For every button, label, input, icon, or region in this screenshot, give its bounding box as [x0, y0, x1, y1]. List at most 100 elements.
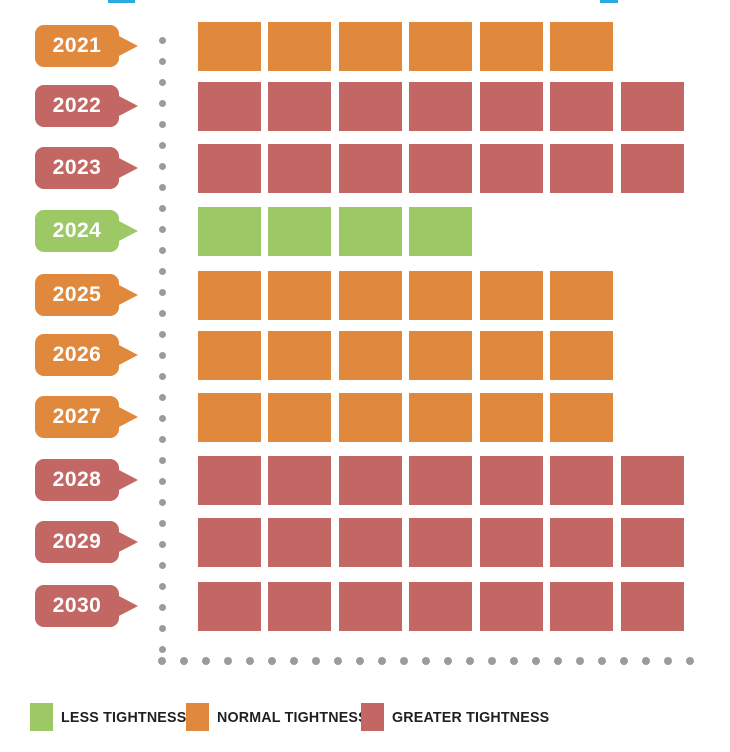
- tightness-block-2027-2: [268, 393, 331, 442]
- tightness-block-2027-6: [550, 393, 613, 442]
- tightness-block-2030-1: [198, 582, 261, 631]
- tag-arrow-icon: [117, 595, 138, 617]
- axis-dot: [158, 456, 166, 464]
- legend-swatch-normal: [186, 703, 209, 731]
- axis-dot: [598, 657, 606, 665]
- axis-dot: [158, 246, 166, 254]
- tightness-block-2026-4: [409, 331, 472, 380]
- axis-dot: [356, 657, 364, 665]
- axis-dot: [158, 582, 166, 590]
- tightness-block-2022-3: [339, 82, 402, 131]
- tightness-block-2026-5: [480, 331, 543, 380]
- tightness-block-2027-5: [480, 393, 543, 442]
- axis-dot: [158, 645, 166, 653]
- tightness-block-2024-2: [268, 207, 331, 256]
- year-label: 2028: [52, 468, 102, 491]
- year-label: 2030: [52, 594, 102, 617]
- legend-item-greater-tightness: GREATER TIGHTNESS: [361, 703, 558, 731]
- tag-arrow-icon: [117, 344, 138, 366]
- axis-dot: [158, 414, 166, 422]
- year-tag-2030: 2030: [35, 585, 138, 627]
- axis-dot: [532, 657, 540, 665]
- year-label: 2026: [52, 343, 102, 366]
- tightness-block-2022-4: [409, 82, 472, 131]
- tightness-block-2021-4: [409, 22, 472, 71]
- tightness-block-2028-6: [550, 456, 613, 505]
- tightness-block-2023-6: [550, 144, 613, 193]
- tightness-block-2030-3: [339, 582, 402, 631]
- axis-dot: [158, 267, 166, 275]
- year-tag-2027: 2027: [35, 396, 138, 438]
- axis-dot: [400, 657, 408, 665]
- axis-dot: [158, 435, 166, 443]
- axis-dot: [158, 330, 166, 338]
- axis-dot: [422, 657, 430, 665]
- axis-dot: [444, 657, 452, 665]
- axis-dot: [642, 657, 650, 665]
- tightness-block-2027-1: [198, 393, 261, 442]
- tightness-block-2030-2: [268, 582, 331, 631]
- axis-dot: [158, 36, 166, 44]
- tightness-block-2028-4: [409, 456, 472, 505]
- tightness-block-2022-6: [550, 82, 613, 131]
- legend-swatch-less: [30, 703, 53, 731]
- year-label: 2022: [52, 94, 102, 117]
- tightness-block-2026-6: [550, 331, 613, 380]
- axis-dot: [158, 78, 166, 86]
- tightness-block-2025-5: [480, 271, 543, 320]
- tightness-block-2027-3: [339, 393, 402, 442]
- tag-arrow-icon: [117, 35, 138, 57]
- axis-dot: [554, 657, 562, 665]
- tag-arrow-icon: [117, 469, 138, 491]
- tightness-block-2024-3: [339, 207, 402, 256]
- axis-dot: [664, 657, 672, 665]
- year-label: 2021: [52, 34, 102, 57]
- axis-dot: [158, 372, 166, 380]
- axis-dot: [158, 204, 166, 212]
- legend-label: GREATER TIGHTNESS: [392, 708, 550, 726]
- tightness-block-2022-2: [268, 82, 331, 131]
- tightness-block-2025-1: [198, 271, 261, 320]
- year-label: 2023: [52, 156, 102, 179]
- legend-label: LESS TIGHTNESS: [61, 708, 187, 726]
- tightness-block-2024-1: [198, 207, 261, 256]
- axis-dot: [158, 57, 166, 65]
- tightness-block-2029-2: [268, 518, 331, 567]
- tightness-block-2028-7: [621, 456, 684, 505]
- axis-dot: [158, 162, 166, 170]
- axis-dot: [686, 657, 694, 665]
- legend-swatch-greater: [361, 703, 384, 731]
- tightness-block-2023-3: [339, 144, 402, 193]
- year-label: 2027: [52, 405, 102, 428]
- tightness-block-2029-4: [409, 518, 472, 567]
- tightness-block-2023-2: [268, 144, 331, 193]
- cropped-title-fragment-left: [108, 0, 135, 3]
- axis-dot: [158, 351, 166, 359]
- legend-label: NORMAL TIGHTNESS: [217, 708, 368, 726]
- axis-dot: [158, 120, 166, 128]
- tightness-block-2029-3: [339, 518, 402, 567]
- tightness-block-2030-5: [480, 582, 543, 631]
- tightness-block-2027-4: [409, 393, 472, 442]
- tightness-block-2025-4: [409, 271, 472, 320]
- tightness-block-2021-1: [198, 22, 261, 71]
- year-tag-2026: 2026: [35, 334, 138, 376]
- tightness-block-2023-5: [480, 144, 543, 193]
- year-tag-2024: 2024: [35, 210, 138, 252]
- axis-dot: [180, 657, 188, 665]
- axis-dot: [158, 309, 166, 317]
- tightness-block-2025-3: [339, 271, 402, 320]
- legend: LESS TIGHTNESS NORMAL TIGHTNESS GREATER TI…: [0, 703, 730, 735]
- axis-dot: [158, 540, 166, 548]
- axis-dot: [158, 603, 166, 611]
- tag-arrow-icon: [117, 531, 138, 553]
- axis-dot: [202, 657, 210, 665]
- axis-dot: [158, 288, 166, 296]
- tightness-block-2022-5: [480, 82, 543, 131]
- tightness-block-2025-2: [268, 271, 331, 320]
- year-tag-2025: 2025: [35, 274, 138, 316]
- tightness-block-2021-2: [268, 22, 331, 71]
- year-tag-2029: 2029: [35, 521, 138, 563]
- axis-dot: [378, 657, 386, 665]
